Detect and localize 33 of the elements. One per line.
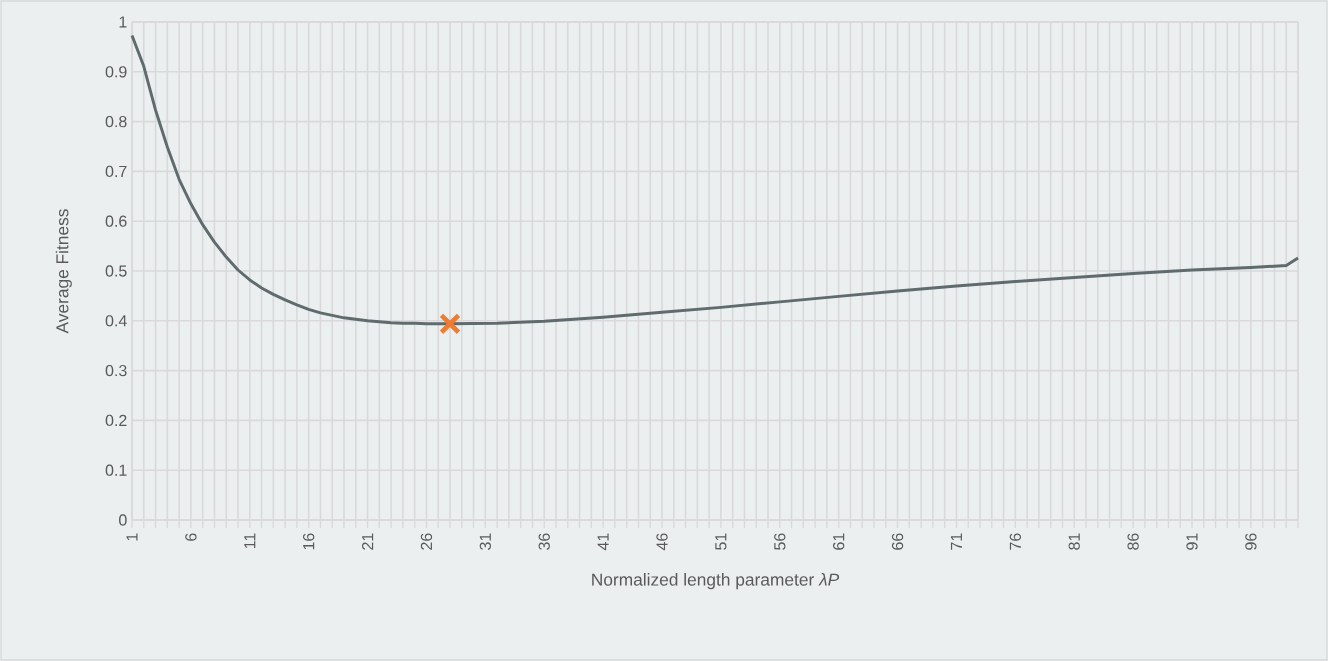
x-tick-label: 46 [656, 533, 668, 551]
y-tick-label: 0.1 [105, 464, 127, 476]
x-tick-label: 76 [1009, 533, 1021, 550]
x-tick-label: 36 [538, 533, 550, 550]
y-tick-label: 0.4 [105, 315, 127, 327]
x-tick-label: 6 [185, 533, 197, 541]
y-tick-label: 0.7 [105, 165, 127, 178]
x-tick-label: 41 [597, 533, 609, 551]
y-tick-label: 0.3 [105, 364, 127, 377]
x-tick-label: 16 [303, 533, 315, 550]
x-tick-label: 56 [774, 533, 786, 550]
x-tick-label: 31 [479, 533, 491, 550]
x-tick-label: 26 [420, 533, 433, 550]
y-axis-title: Average Fitness [55, 209, 72, 334]
y-tick-label: 0 [119, 514, 127, 526]
x-tick-label: 61 [833, 533, 845, 550]
x-tick-label: 96 [1245, 533, 1257, 550]
y-tick-label: 0.8 [105, 115, 127, 128]
x-tick-label: 21 [361, 533, 374, 550]
y-tick-label: 0.6 [105, 215, 127, 227]
x-tick-label: 81 [1068, 533, 1080, 550]
y-tick-label: 0.5 [105, 265, 127, 277]
x-tick-label: 66 [891, 533, 904, 550]
y-tick-label: 1 [119, 16, 127, 28]
x-tick-label: 1 [126, 533, 138, 541]
x-tick-label: 51 [715, 533, 727, 550]
x-tick-label: 71 [950, 533, 962, 550]
x-axis-title: Normalized length parameter λP [592, 572, 840, 590]
x-tick-label: 91 [1186, 533, 1198, 550]
y-tick-label: 0.2 [105, 414, 127, 427]
y-tick-label: 0.9 [105, 66, 127, 78]
x-tick-label: 86 [1127, 533, 1139, 550]
x-tick-label: 11 [244, 533, 256, 549]
